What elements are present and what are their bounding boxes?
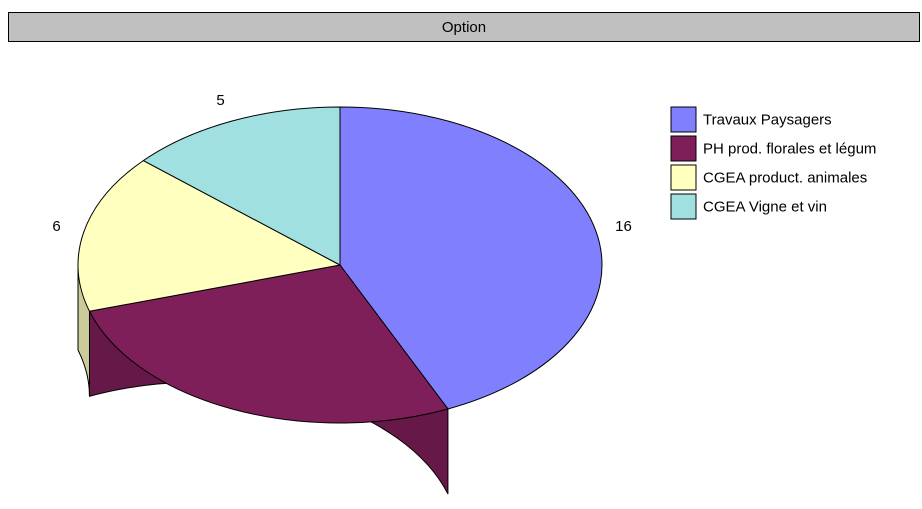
legend-swatch-cgea-vigne-et-vin xyxy=(670,193,697,220)
slice-cgea-product-animales xyxy=(77,160,342,312)
chart-title: Option xyxy=(8,12,920,42)
legend-label-ph-prod-florales-et-l-gum: PH prod. florales et légum xyxy=(703,140,876,157)
value-labels: 161065 xyxy=(52,92,632,235)
slice-travaux-paysagers xyxy=(339,106,603,410)
legend-swatch-travaux-paysagers xyxy=(670,106,697,133)
legend: Travaux Paysagers PH prod. florales et lé… xyxy=(670,106,876,220)
slice-cgea-vigne-et-vin xyxy=(142,106,341,266)
legend-swatch-ph-prod-florales-et-l-gum xyxy=(670,135,697,162)
slice-ph-prod-florales-et-l-gum xyxy=(88,264,449,424)
data-label-cgea-product-animales: 6 xyxy=(52,218,60,235)
legend-swatch-cgea-product-animales xyxy=(670,164,697,191)
data-label-cgea-vigne-et-vin: 5 xyxy=(216,92,224,109)
pie-tops xyxy=(77,106,603,424)
legend-label-travaux-paysagers: Travaux Paysagers xyxy=(703,111,832,128)
legend-label-cgea-product-animales: CGEA product. animales xyxy=(703,169,867,186)
data-label-travaux-paysagers: 16 xyxy=(615,218,632,235)
legend-label-cgea-vigne-et-vin: CGEA Vigne et vin xyxy=(703,198,827,215)
